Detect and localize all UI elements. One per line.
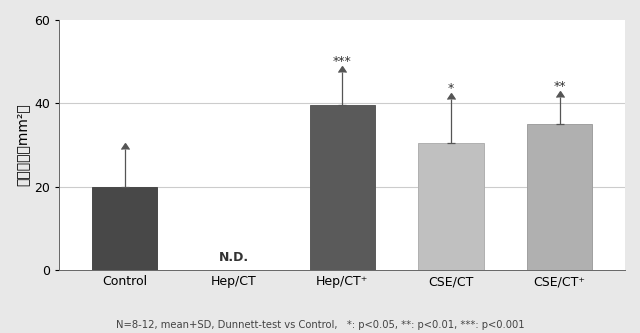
- Text: ***: ***: [333, 55, 351, 68]
- Bar: [310, 106, 375, 270]
- Bar: [92, 187, 157, 270]
- Text: N=8-12, mean+SD, Dunnett-test vs Control,   *: p<0.05, **: p<0.01, ***: p<0.001: N=8-12, mean+SD, Dunnett-test vs Control…: [116, 320, 524, 330]
- Bar: [527, 124, 593, 270]
- Text: N.D.: N.D.: [218, 251, 248, 264]
- Text: **: **: [554, 80, 566, 93]
- Y-axis label: 表皮面積（mm²）: 表皮面積（mm²）: [15, 104, 29, 186]
- Text: *: *: [448, 82, 454, 95]
- Bar: [419, 143, 484, 270]
